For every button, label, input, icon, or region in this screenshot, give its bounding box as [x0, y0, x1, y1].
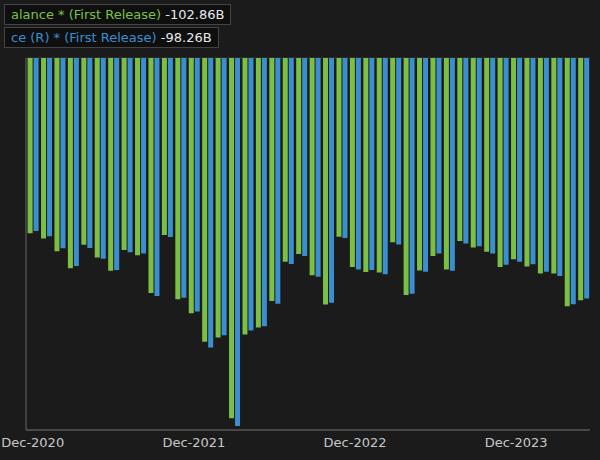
svg-text:Dec-2023: Dec-2023 — [485, 435, 548, 450]
svg-text:Dec-2021: Dec-2021 — [162, 435, 225, 450]
svg-text:Dec-2020: Dec-2020 — [8, 435, 64, 450]
html-text:alance * (First Release) -102.: alance * (First Release) -102.86B — [11, 7, 225, 22]
html-text:ce (R) * (First Release) -98.2: ce (R) * (First Release) -98.26B — [11, 30, 212, 45]
svg-text:Dec-2022: Dec-2022 — [324, 435, 387, 450]
